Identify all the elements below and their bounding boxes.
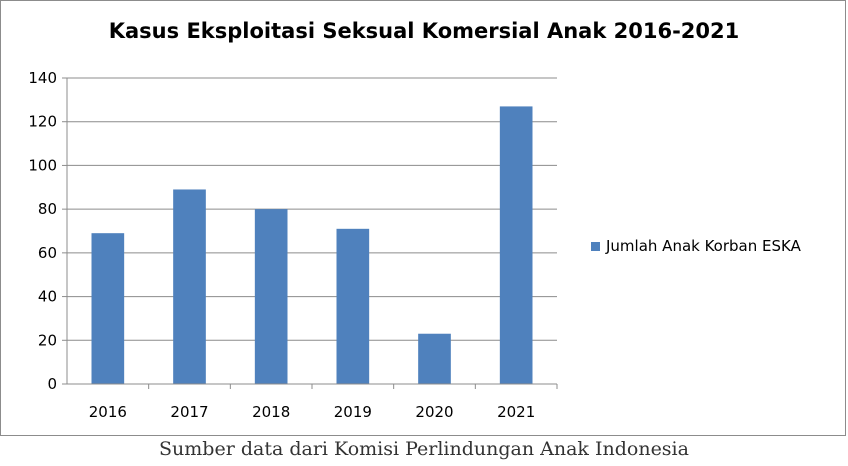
x-tick-label: 2016 bbox=[89, 403, 127, 421]
y-tick-label: 120 bbox=[28, 113, 57, 131]
bar-2019 bbox=[336, 228, 370, 384]
x-tick-label: 2017 bbox=[170, 403, 208, 421]
bar-2020 bbox=[418, 333, 451, 384]
legend-swatch bbox=[591, 241, 600, 251]
legend: Jumlah Anak Korban ESKA bbox=[591, 237, 801, 255]
x-tick-label: 2019 bbox=[334, 403, 372, 421]
axes bbox=[62, 77, 558, 389]
bars bbox=[91, 106, 533, 385]
chart-area: 0 20 40 60 80 100 120 140 2016 2017 2018 2019 2020 2… bbox=[0, 0, 846, 436]
x-tick-label: 2018 bbox=[252, 403, 290, 421]
chart-title: Kasus Eksploitasi Seksual Komersial Anak… bbox=[108, 19, 740, 43]
y-tick-label: 100 bbox=[28, 156, 57, 174]
legend-label: Jumlah Anak Korban ESKA bbox=[606, 237, 801, 255]
bar-2018 bbox=[254, 209, 288, 384]
gridlines bbox=[67, 77, 557, 341]
x-tick-label: 2020 bbox=[415, 403, 453, 421]
x-tick-label: 2021 bbox=[497, 403, 535, 421]
y-tick-label: 20 bbox=[38, 331, 57, 349]
x-tick-labels: 2016 2017 2018 2019 2020 2021 bbox=[89, 403, 536, 421]
y-tick-label: 0 bbox=[47, 375, 57, 393]
y-tick-label: 60 bbox=[38, 244, 57, 262]
y-tick-label: 40 bbox=[38, 288, 57, 306]
bar-2016 bbox=[91, 233, 125, 384]
bar-2021 bbox=[499, 106, 533, 385]
y-tick-label: 80 bbox=[38, 200, 57, 218]
source-caption: Sumber data dari Komisi Perlindungan Ana… bbox=[159, 438, 689, 460]
y-tick-labels: 0 20 40 60 80 100 120 140 bbox=[28, 69, 57, 393]
y-tick-label: 140 bbox=[28, 69, 57, 87]
bar-2017 bbox=[173, 189, 206, 384]
